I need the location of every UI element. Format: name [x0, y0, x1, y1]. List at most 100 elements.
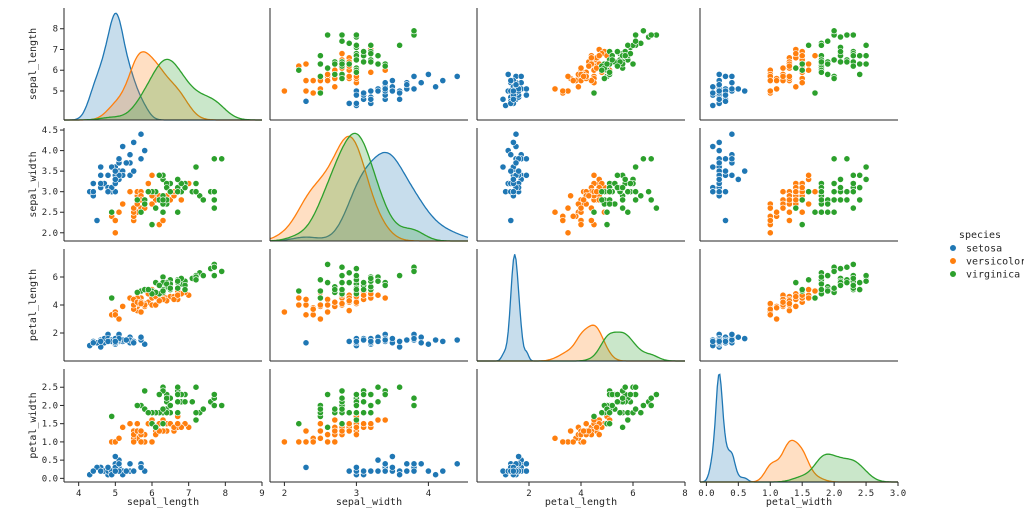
point-virginica-33 — [338, 60, 346, 68]
point-versicolor-27 — [811, 52, 819, 60]
point-virginica-18 — [849, 204, 857, 212]
point-virginica-39 — [181, 398, 189, 406]
y-tick-label-petal_width: 2.5 — [42, 383, 58, 393]
point-versicolor-43 — [766, 311, 774, 319]
point-versicolor-41 — [352, 423, 360, 431]
point-setosa-15 — [137, 130, 145, 138]
point-virginica-45 — [849, 52, 857, 60]
point-virginica-7 — [345, 269, 353, 277]
point-versicolor-49 — [338, 427, 346, 435]
point-setosa-31 — [728, 79, 736, 87]
point-setosa-14 — [715, 147, 723, 154]
point-virginica-19 — [295, 66, 303, 74]
point-virginica-43 — [627, 180, 634, 187]
point-versicolor-49 — [137, 300, 145, 307]
point-versicolor-43 — [302, 87, 310, 95]
point-virginica-22 — [830, 196, 838, 204]
point-setosa-24 — [523, 467, 530, 475]
point-virginica-8 — [624, 208, 632, 216]
x-axis-label-sepal_length: sepal_length — [127, 497, 199, 508]
point-versicolor-7 — [309, 89, 317, 97]
point-setosa-32 — [432, 471, 439, 479]
point-virginica-31 — [830, 27, 838, 35]
point-virginica-31 — [640, 402, 647, 409]
point-setosa-15 — [728, 130, 736, 138]
point-setosa-14 — [715, 71, 723, 78]
point-virginica-32 — [843, 58, 851, 66]
point-versicolor-49 — [137, 427, 145, 435]
point-setosa-8 — [345, 467, 353, 475]
point-virginica-43 — [367, 391, 375, 398]
point-setosa-43 — [111, 167, 119, 175]
point-versicolor-7 — [309, 311, 317, 319]
point-versicolor-43 — [302, 311, 310, 319]
point-versicolor-10 — [280, 308, 288, 316]
point-setosa-47 — [715, 95, 723, 103]
point-versicolor-10 — [280, 87, 288, 95]
point-versicolor-48 — [316, 315, 324, 323]
point-virginica-23 — [331, 60, 339, 68]
point-versicolor-29 — [564, 73, 572, 80]
point-virginica-9 — [396, 272, 403, 279]
point-versicolor-10 — [766, 229, 774, 237]
point-virginica-25 — [367, 41, 375, 49]
point-setosa-31 — [728, 336, 736, 344]
kde-fill-versicolor — [270, 136, 468, 241]
point-setosa-46 — [115, 155, 123, 163]
point-virginica-15 — [367, 283, 375, 291]
point-virginica-6 — [108, 208, 116, 216]
point-versicolor-37 — [159, 217, 167, 224]
point-virginica-32 — [619, 196, 626, 204]
point-virginica-43 — [849, 180, 857, 187]
point-virginica-34 — [324, 423, 331, 431]
point-virginica-19 — [148, 221, 156, 228]
point-versicolor-48 — [316, 434, 324, 442]
point-virginica-30 — [338, 37, 346, 45]
point-setosa-34 — [360, 89, 367, 97]
point-versicolor-31 — [569, 77, 577, 84]
point-setosa-34 — [360, 336, 367, 344]
kde-line-setosa — [270, 151, 469, 242]
point-setosa-45 — [104, 463, 112, 471]
point-virginica-10 — [830, 180, 838, 187]
point-setosa-47 — [367, 467, 375, 475]
point-virginica-31 — [640, 155, 647, 163]
y-tick-label-petal_width: 0.0 — [42, 474, 58, 484]
point-versicolor-36 — [360, 291, 367, 299]
point-setosa-49 — [510, 175, 517, 183]
panel-sepal_width-vs-sepal_length: 2.0 2.5 3.0 3.5 4.0 4.5 sepal_width — [28, 126, 262, 242]
point-versicolor-41 — [593, 423, 600, 431]
point-virginica-44 — [862, 52, 870, 60]
point-virginica-14 — [856, 286, 864, 293]
point-setosa-47 — [367, 337, 375, 345]
point-setosa-18 — [517, 73, 525, 80]
point-virginica-7 — [637, 409, 645, 417]
point-virginica-40 — [360, 279, 367, 286]
point-versicolor-31 — [766, 305, 774, 313]
point-virginica-6 — [590, 89, 598, 97]
point-versicolor-18 — [295, 294, 303, 302]
point-virginica-24 — [174, 398, 182, 406]
point-setosa-43 — [515, 167, 522, 175]
panel-petal_width-vs-sepal_width: 2 3 4 sepal_width — [269, 369, 468, 508]
point-setosa-14 — [141, 340, 149, 348]
y-tick-label-petal_width: 2.0 — [42, 401, 58, 411]
point-setosa-39 — [381, 467, 389, 475]
point-virginica-6 — [316, 294, 324, 302]
point-versicolor-37 — [302, 295, 310, 303]
point-versicolor-31 — [309, 438, 317, 446]
point-versicolor-42 — [324, 71, 331, 78]
legend-label-versicolor: versicolor — [966, 257, 1024, 268]
point-virginica-46 — [316, 60, 324, 68]
y-axis-label-petal_length: petal_length — [28, 269, 39, 341]
point-virginica-25 — [192, 180, 200, 187]
point-setosa-43 — [515, 453, 522, 460]
point-virginica-17 — [843, 31, 851, 39]
point-virginica-0 — [862, 60, 870, 68]
point-setosa-36 — [130, 167, 138, 175]
point-setosa-48 — [122, 336, 130, 344]
point-virginica-46 — [603, 60, 611, 68]
point-virginica-30 — [199, 196, 207, 204]
point-virginica-49 — [606, 409, 613, 417]
point-setosa-45 — [722, 337, 729, 345]
